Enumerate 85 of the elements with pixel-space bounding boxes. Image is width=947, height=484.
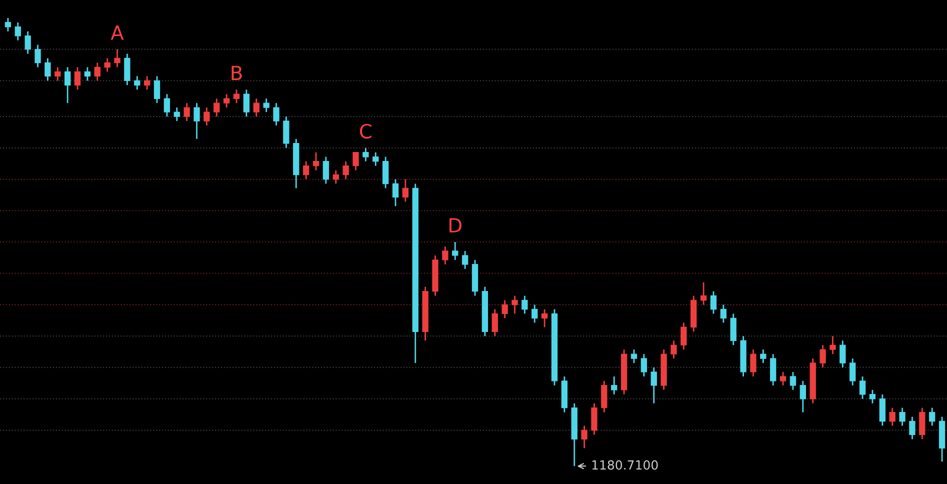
candlestick [730, 313, 736, 346]
candlestick [780, 371, 786, 386]
candlestick [512, 295, 518, 314]
candlestick [790, 371, 796, 391]
annotation: D [450, 218, 462, 232]
candlestick [800, 380, 806, 413]
candlestick [223, 93, 230, 108]
candlestick [601, 380, 608, 413]
candlestick [64, 66, 71, 104]
candlestick [442, 246, 448, 266]
candlestick [720, 304, 726, 324]
annotation: C [360, 124, 372, 139]
candlestick [522, 295, 528, 314]
candlestick [452, 241, 458, 261]
candlestick [541, 308, 548, 328]
candlestick [273, 102, 280, 126]
candlestick [352, 152, 359, 171]
candlestick [372, 152, 379, 167]
candlestick [889, 407, 896, 426]
candlestick [820, 344, 826, 368]
candlestick [929, 407, 936, 426]
candlestick [194, 102, 200, 140]
candlestick [859, 376, 866, 400]
candlestick [74, 66, 81, 90]
candlestick [750, 348, 756, 378]
candlestick [591, 402, 598, 436]
candlestick [184, 102, 190, 122]
candlestick [214, 98, 220, 118]
candlestick [581, 425, 588, 449]
candlestick [770, 353, 776, 386]
candlestick [94, 62, 100, 82]
candlestick [302, 160, 310, 180]
candlestick [312, 152, 320, 171]
candlestick [34, 44, 41, 68]
candlestick [392, 178, 399, 207]
candlestick [402, 178, 409, 202]
candlestick [670, 340, 677, 360]
candlestick [154, 75, 160, 104]
candlestick [492, 308, 498, 337]
candlestick [909, 416, 916, 440]
candlestick [362, 147, 369, 162]
candlestick [322, 156, 330, 184]
candlestick [54, 66, 61, 82]
candlestick [462, 250, 468, 270]
candlestick [253, 98, 260, 118]
candlestick [283, 116, 290, 149]
candlestick [134, 75, 140, 90]
candlestick [44, 58, 51, 82]
candlestick [869, 389, 876, 404]
candlestick [830, 335, 836, 355]
annotation: 1180.7100 [592, 460, 658, 470]
candlestick [24, 30, 31, 54]
candlestick [104, 58, 110, 72]
candlestick [124, 53, 130, 86]
candlestick [164, 93, 170, 118]
candlestick [332, 170, 339, 184]
candlestick [114, 48, 120, 68]
candlestick [899, 407, 906, 426]
candlestick [263, 98, 270, 113]
candlestick [204, 106, 210, 126]
candlestick [650, 366, 657, 404]
annotation: B [232, 66, 242, 80]
candlestick [760, 348, 766, 364]
candlestick [850, 358, 856, 386]
candlestick [233, 88, 240, 104]
candlestick [700, 282, 707, 306]
candlestick [919, 407, 926, 440]
candlestick [879, 394, 886, 426]
candlestick [502, 300, 508, 319]
candlestick [710, 290, 717, 314]
candlestick [342, 160, 349, 180]
candlestick [84, 66, 91, 82]
candlestick [14, 22, 21, 42]
candlestick [840, 340, 846, 368]
candlestick [174, 106, 180, 122]
candlestick [382, 156, 389, 189]
candlestick [4, 17, 12, 32]
candlestick [243, 88, 250, 118]
candlestick [144, 75, 150, 90]
candlestick [630, 348, 638, 364]
candlestick [680, 322, 687, 350]
annotation: A [110, 26, 124, 40]
candlestick [611, 376, 618, 396]
candlestick [640, 353, 648, 378]
candlestick [532, 304, 538, 324]
